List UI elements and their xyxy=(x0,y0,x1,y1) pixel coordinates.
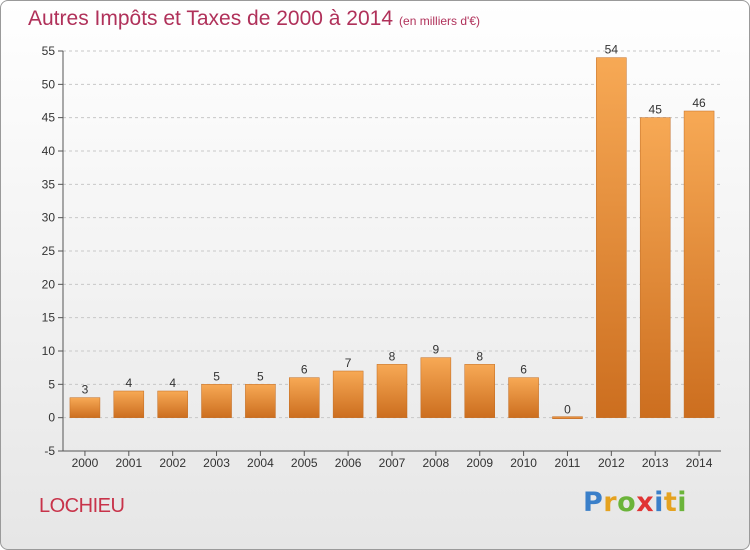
x-tick-label: 2012 xyxy=(598,456,625,470)
bar-2006 xyxy=(332,370,364,418)
y-tick-label: 5 xyxy=(48,377,55,391)
x-tick-label: 2007 xyxy=(379,456,406,470)
bar-2007 xyxy=(376,364,408,418)
y-tick-label: 40 xyxy=(42,144,56,158)
y-tick-label: 25 xyxy=(42,244,56,258)
x-tick-label: 2004 xyxy=(247,456,274,470)
value-label: 5 xyxy=(257,369,264,383)
x-tick-label: 2002 xyxy=(159,456,186,470)
value-label: 5 xyxy=(213,369,220,383)
value-label: 54 xyxy=(605,43,619,57)
y-tick-label: 50 xyxy=(42,77,56,91)
bar-2005 xyxy=(289,377,320,418)
bar-2000 xyxy=(69,397,101,418)
value-label: 7 xyxy=(345,356,352,370)
value-label: 3 xyxy=(82,383,89,397)
y-tick-label: 35 xyxy=(42,177,56,191)
value-label: 6 xyxy=(520,363,527,377)
y-tick-label: 20 xyxy=(42,277,56,291)
value-label: 8 xyxy=(476,349,483,363)
bar-2012 xyxy=(596,57,627,418)
value-label: 4 xyxy=(169,376,176,390)
value-label: 6 xyxy=(301,363,308,377)
commune-name: LOCHIEU xyxy=(39,495,125,517)
x-tick-label: 2005 xyxy=(291,456,318,470)
value-label: 8 xyxy=(389,349,396,363)
bar-2008 xyxy=(420,357,452,418)
value-label: 4 xyxy=(125,376,132,390)
chart-title: Autres Impôts et Taxes de 2000 à 2014 (en… xyxy=(28,7,480,31)
bar-2009 xyxy=(464,364,495,418)
y-tick-label: 45 xyxy=(42,111,56,125)
y-tick-label: 55 xyxy=(42,44,56,58)
bar-2011 xyxy=(552,416,583,419)
bars xyxy=(69,57,715,419)
x-tick-label: 2013 xyxy=(642,456,669,470)
value-label: 45 xyxy=(649,103,663,117)
y-tick-label: 0 xyxy=(48,411,55,425)
bar-2014 xyxy=(683,110,715,418)
value-label: 9 xyxy=(433,343,440,357)
x-tick-label: 2003 xyxy=(203,456,230,470)
x-tick-label: 2008 xyxy=(423,456,450,470)
x-tick-label: 2001 xyxy=(115,456,142,470)
value-label: 46 xyxy=(692,96,706,110)
bar-2004 xyxy=(245,384,276,418)
x-tick-label: 2014 xyxy=(686,456,713,470)
value-label: 0 xyxy=(564,403,571,417)
x-tick-label: 2009 xyxy=(466,456,493,470)
y-tick-label: -5 xyxy=(44,444,55,458)
y-tick-label: 30 xyxy=(42,211,56,225)
x-tick-label: 2000 xyxy=(72,456,99,470)
x-tick-label: 2006 xyxy=(335,456,362,470)
proxiti-logo: Proxiti xyxy=(583,487,688,518)
y-tick-label: 15 xyxy=(42,311,56,325)
bar-2010 xyxy=(508,377,539,418)
bar-2013 xyxy=(639,117,671,418)
chart-title-text: Autres Impôts et Taxes de 2000 à 2014 xyxy=(28,7,394,30)
x-tick-label: 2010 xyxy=(510,456,537,470)
bar-2001 xyxy=(113,390,145,418)
bar-2003 xyxy=(201,384,232,418)
chart-unit: (en milliers d'€) xyxy=(399,14,481,28)
x-tick-label: 2011 xyxy=(555,456,581,470)
y-tick-label: 10 xyxy=(42,344,56,358)
bar-2002 xyxy=(157,390,188,418)
